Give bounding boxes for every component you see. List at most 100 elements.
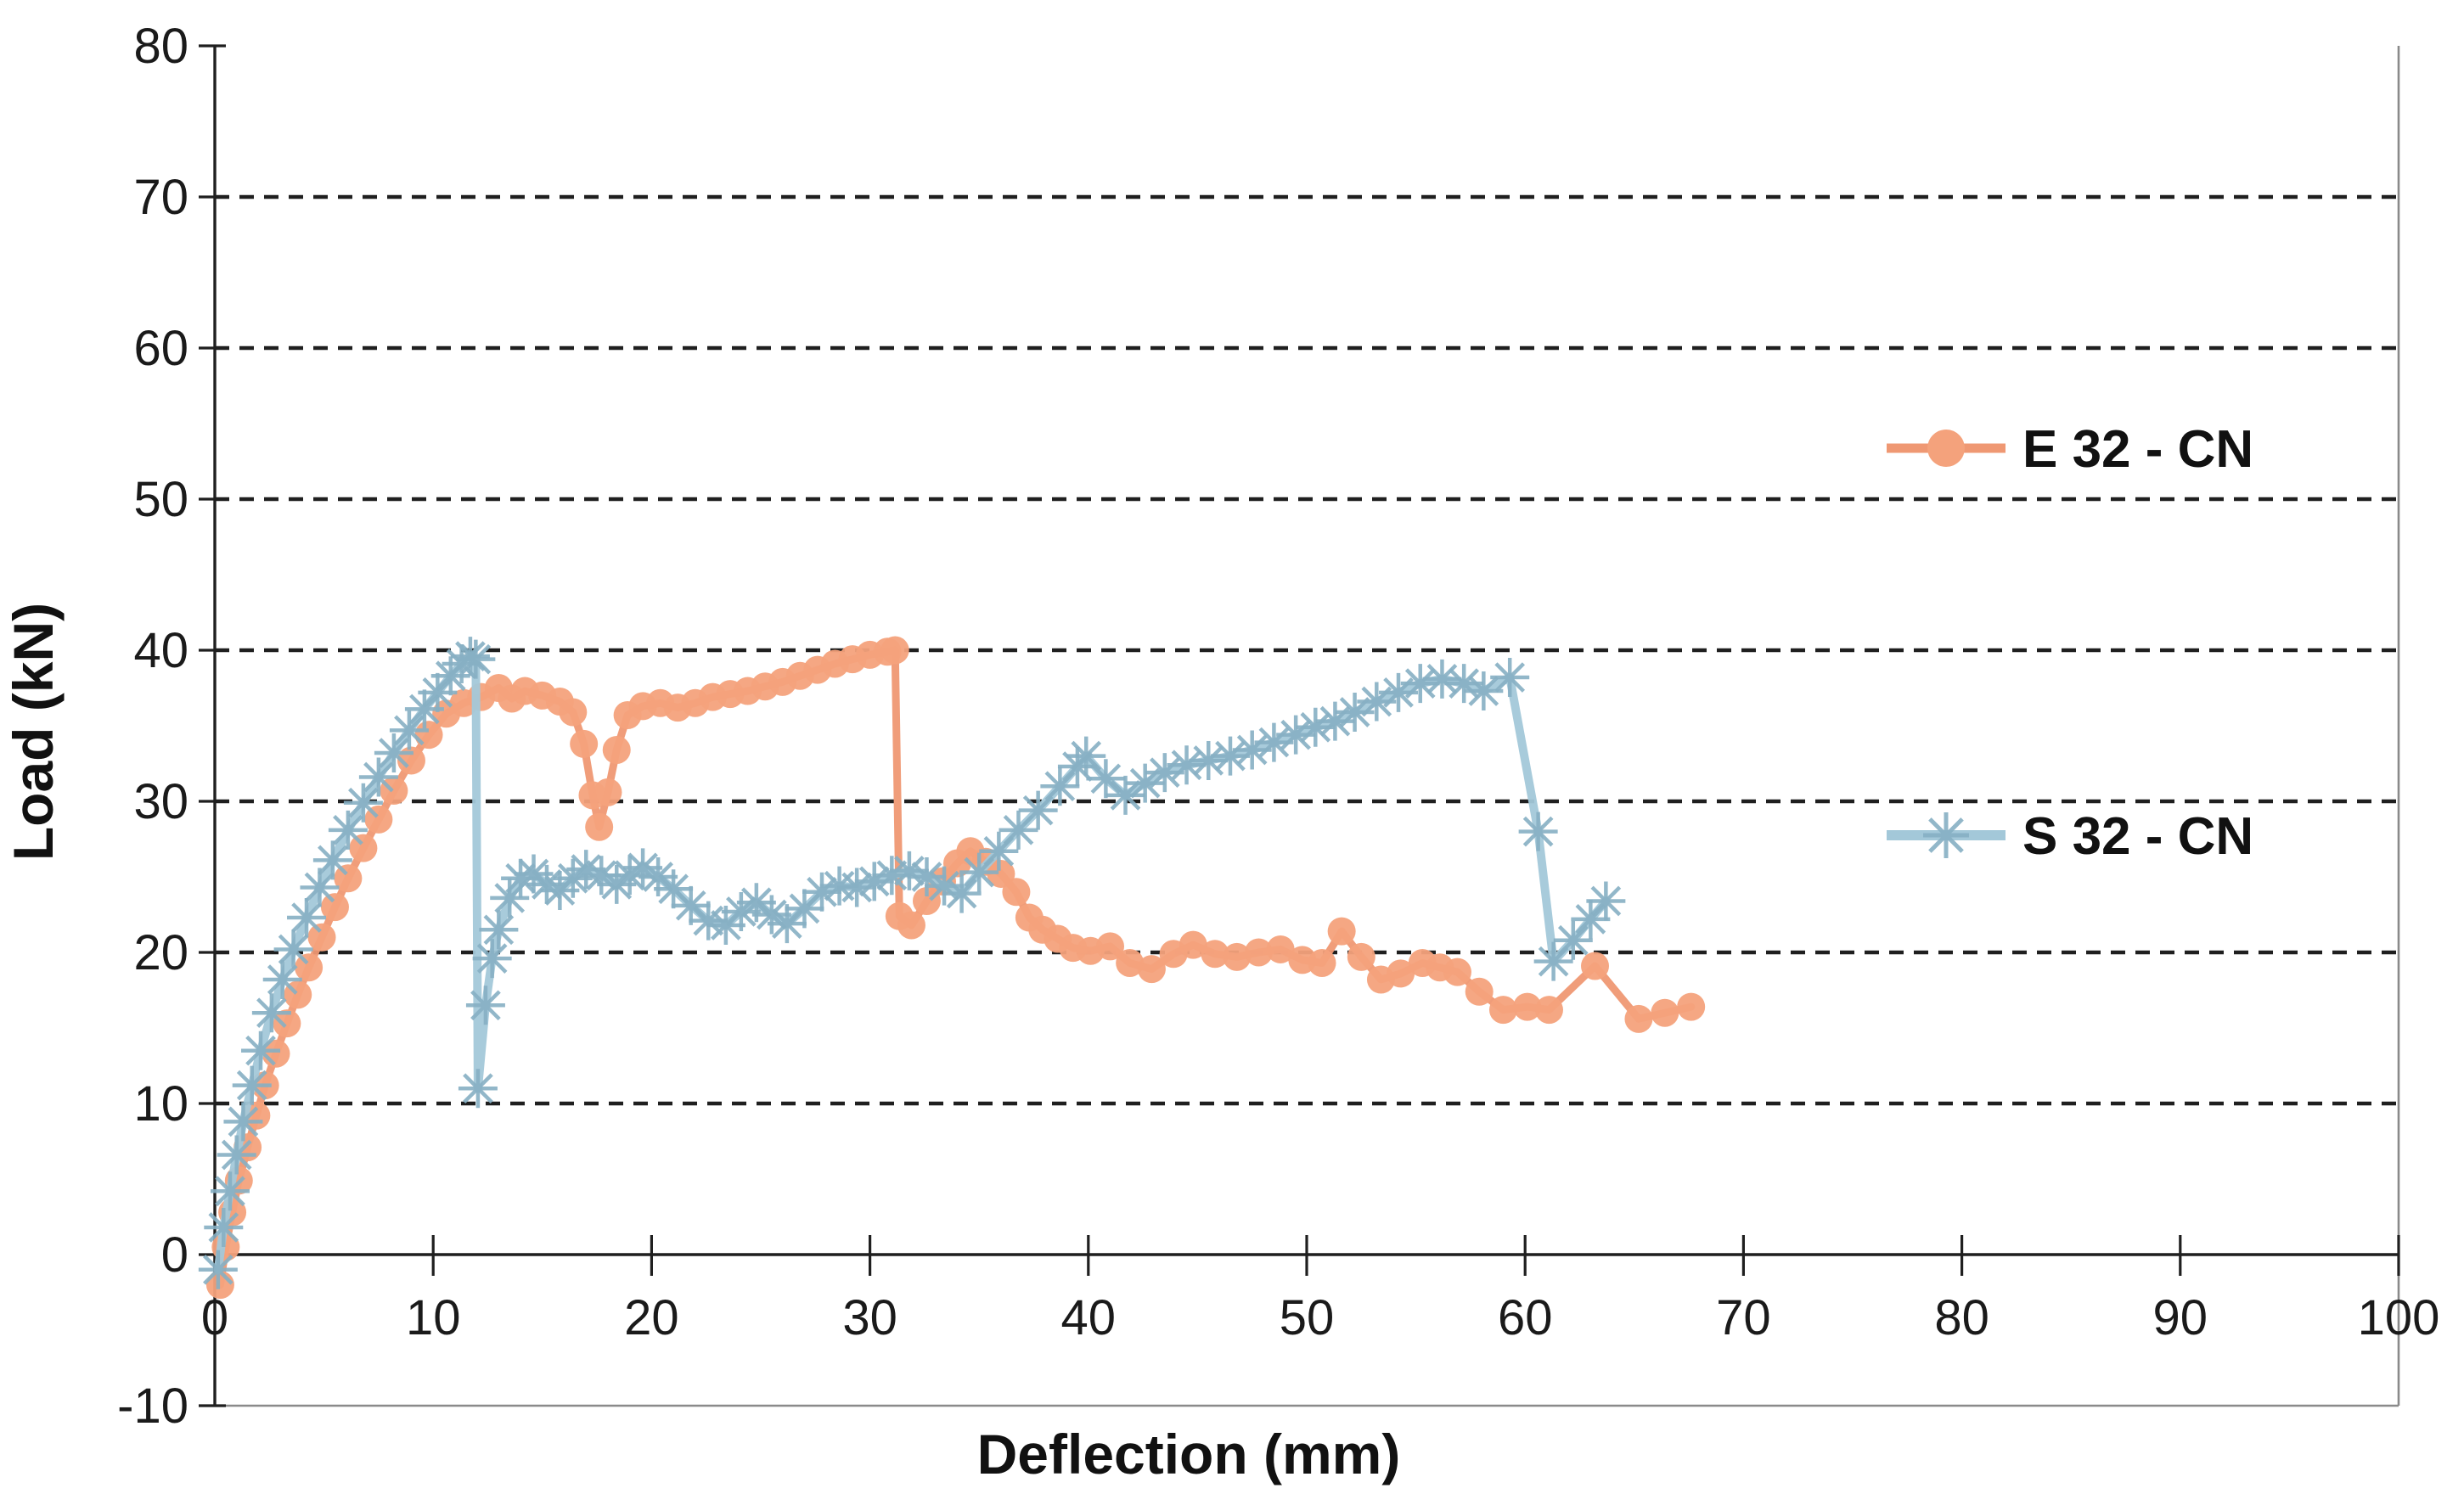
y-tick-label-40: 40 [133,623,188,678]
x-tick-label-0: 0 [201,1290,228,1345]
marker-circle [1096,932,1125,961]
y-tick-label--10: -10 [117,1379,188,1434]
y-axis-title: Load (kN) [2,603,65,861]
marker-circle [349,834,378,862]
marker-circle [1488,996,1517,1025]
marker-asterisk [223,1102,263,1142]
marker-circle [1179,930,1207,959]
x-tick-label-70: 70 [1716,1290,1771,1345]
marker-asterisk [458,1069,498,1109]
marker-circle [1387,959,1415,988]
marker-asterisk [465,986,505,1025]
marker-circle [1116,948,1145,977]
marker-circle [1651,998,1679,1027]
x-tick-label-10: 10 [406,1290,461,1345]
marker-asterisk [204,1207,244,1247]
marker-circle [1244,938,1273,967]
marker-circle [1534,996,1563,1025]
x-tick-label-30: 30 [842,1290,897,1345]
marker-asterisk [273,929,313,969]
marker-circle [880,636,909,665]
y-tick-label-0: 0 [161,1227,188,1283]
y-tick-label-80: 80 [133,19,188,74]
marker-asterisk [999,810,1038,850]
marker-asterisk [1400,664,1440,704]
marker-asterisk [767,904,807,944]
marker-asterisk [1210,736,1250,776]
x-tick-label-80: 80 [1934,1290,1989,1345]
y-tick-label-20: 20 [133,925,188,980]
marker-circle [1002,878,1031,907]
x-tick-label-90: 90 [2153,1290,2208,1345]
marker-circle [1581,952,1610,980]
marker-asterisk [837,868,877,907]
x-axis-title: Deflection (mm) [977,1423,1401,1485]
series-markers-0 [205,636,1706,1300]
marker-circle [1443,957,1471,986]
marker-circle [1465,977,1494,1006]
marker-asterisk [456,639,496,679]
marker-asterisk [211,1171,250,1211]
marker-circle [1624,1004,1653,1033]
marker-circle [1266,935,1295,963]
legend-item-e32cn: E 32 - CN [1887,420,2253,479]
marker-circle [1223,942,1252,971]
marker-asterisk [490,878,530,918]
marker-circle [593,778,622,806]
y-tick-label-30: 30 [133,774,188,829]
marker-circle [1327,917,1356,946]
marker-asterisk [979,831,1019,871]
marker-circle [320,893,349,922]
marker-circle [1347,942,1375,971]
marker-asterisk [262,960,302,1000]
marker-circle [295,953,323,982]
marker-asterisk [1125,763,1165,803]
marker-asterisk [1571,899,1611,939]
marker-asterisk [566,850,606,890]
legend-label-s32cn: S 32 - CN [2022,807,2253,866]
x-tick-label-60: 60 [1498,1290,1553,1345]
legend: E 32 - CN S 32 - CN [1887,420,2253,866]
marker-asterisk [287,898,327,938]
y-tick-label-70: 70 [133,170,188,225]
marker-circle [602,735,631,764]
marker-asterisk [1553,920,1593,960]
marker-asterisk [1586,881,1626,921]
marker-asterisk [374,733,413,773]
marker-circle [334,864,363,893]
legend-label-e32cn: E 32 - CN [2022,420,2253,479]
marker-asterisk [343,783,383,823]
series-e32-cn [205,636,1706,1300]
marker-asterisk [241,1030,281,1070]
marker-circle [1201,940,1229,969]
marker-asterisk [232,1065,272,1105]
marker-circle [1677,992,1706,1021]
marker-asterisk [358,757,398,797]
marker-circle [559,698,588,727]
x-tick-label-50: 50 [1280,1290,1335,1345]
marker-asterisk [1066,736,1106,776]
series-markers-1 [198,637,1626,1289]
marker-asterisk [942,873,982,913]
x-tick-label-20: 20 [624,1290,679,1345]
y-tick-label-10: 10 [133,1076,188,1132]
marker-circle [897,911,925,940]
marker-asterisk [479,910,519,950]
plot-borders [215,46,2400,1407]
marker-asterisk [217,1135,256,1175]
marker-asterisk [1167,745,1207,785]
marker-asterisk [1086,759,1126,799]
y-tick-label-50: 50 [133,472,188,527]
tick-marks [199,44,2400,1407]
marker-asterisk [872,856,912,896]
marker-asterisk [1105,775,1145,815]
marker-asterisk [1518,811,1558,851]
y-tick-label-60: 60 [133,321,188,376]
marker-asterisk [802,872,842,912]
marker-asterisk [328,810,368,850]
marker-circle [1137,955,1166,984]
series-s32-cn [198,637,1626,1289]
